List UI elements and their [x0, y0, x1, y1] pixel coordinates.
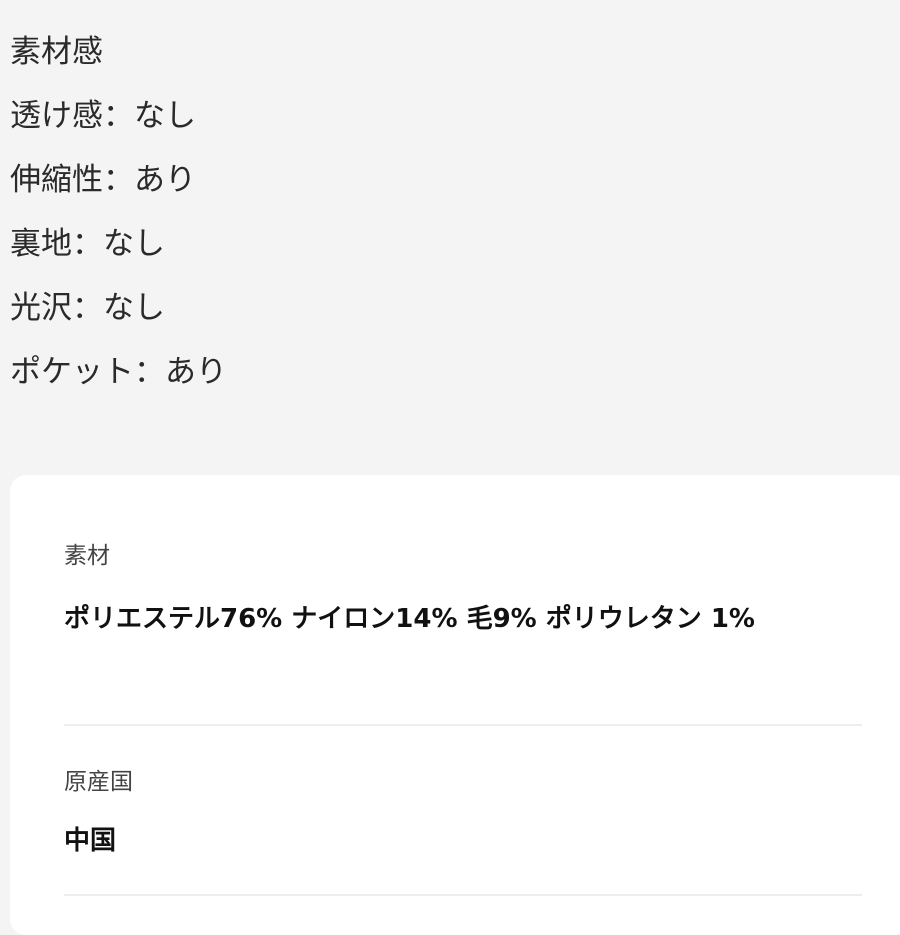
divider [64, 894, 862, 896]
texture-list: 素材感 透け感：なし 伸縮性：あり 裏地：なし 光沢：なし ポケット：あり [10, 20, 227, 404]
texture-heading: 素材感 [10, 34, 103, 70]
origin-label: 原産国 [64, 769, 133, 795]
texture-item-pocket: ポケット：あり [10, 354, 227, 390]
origin-value: 中国 [64, 826, 117, 856]
material-section: 素材 ポリエステル76% ナイロン14% 毛9% ポリウレタン 1% [64, 541, 862, 649]
texture-item-transparency: 透け感：なし [10, 98, 196, 134]
divider [64, 724, 862, 726]
origin-section: 原産国 中国 [64, 767, 862, 871]
material-value: ポリエステル76% ナイロン14% 毛9% ポリウレタン 1% [64, 604, 755, 634]
product-details-card: 素材 ポリエステル76% ナイロン14% 毛9% ポリウレタン 1% 原産国 中… [10, 475, 900, 935]
texture-item-lining: 裏地：なし [10, 226, 165, 262]
texture-item-gloss: 光沢：なし [10, 290, 165, 326]
material-label: 素材 [64, 543, 110, 569]
texture-item-stretch: 伸縮性：あり [10, 162, 196, 198]
